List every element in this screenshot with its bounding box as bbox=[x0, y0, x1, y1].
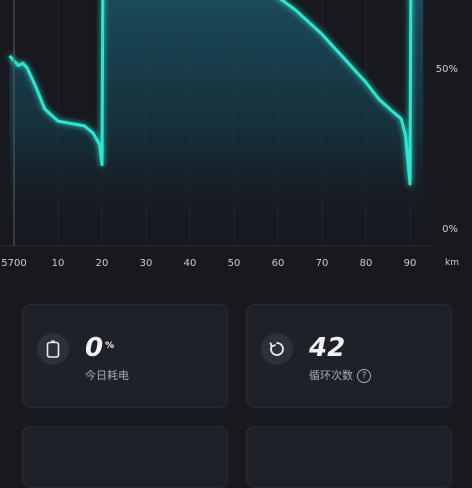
x-tick-label: 20 bbox=[95, 258, 109, 269]
x-tick-label: 60 bbox=[271, 258, 285, 269]
chart-area-fill bbox=[9, 0, 424, 246]
y-tick-label: 50% bbox=[435, 64, 458, 75]
help-icon[interactable]: ? bbox=[357, 369, 371, 383]
stat-card-partial[interactable] bbox=[246, 426, 452, 488]
today-consumption-unit: % bbox=[105, 341, 115, 351]
y-tick-label: 0% bbox=[442, 224, 458, 235]
stat-card-partial[interactable] bbox=[22, 426, 228, 488]
x-tick-label: 90 bbox=[403, 258, 417, 269]
cycle-count-value: 42 bbox=[309, 333, 346, 363]
battery-chart: 50% 0% 5700 10 20 30 40 50 60 70 80 90 k… bbox=[0, 0, 459, 269]
today-consumption-label: 今日耗电 bbox=[85, 369, 129, 382]
chart-series-line bbox=[8, 0, 413, 186]
chart-canvas bbox=[0, 0, 430, 247]
x-tick-label: 10 bbox=[51, 258, 65, 269]
refresh-icon bbox=[261, 333, 293, 365]
battery-icon bbox=[37, 333, 69, 365]
cycle-count-card[interactable]: 42 循环次数? bbox=[246, 304, 452, 408]
x-tick-label: 80 bbox=[359, 258, 373, 269]
x-tick-label: 30 bbox=[139, 258, 153, 269]
x-tick-label: 50 bbox=[227, 258, 241, 269]
today-consumption-card[interactable]: 0% 今日耗电 bbox=[22, 304, 228, 408]
x-tick-label: 40 bbox=[183, 258, 197, 269]
today-consumption-value: 0% bbox=[85, 333, 115, 363]
cycle-count-label: 循环次数? bbox=[309, 367, 371, 383]
x-tick-label: 70 bbox=[315, 258, 329, 269]
x-tick-label: 5700 bbox=[1, 258, 27, 269]
x-axis-unit: km bbox=[445, 258, 459, 268]
